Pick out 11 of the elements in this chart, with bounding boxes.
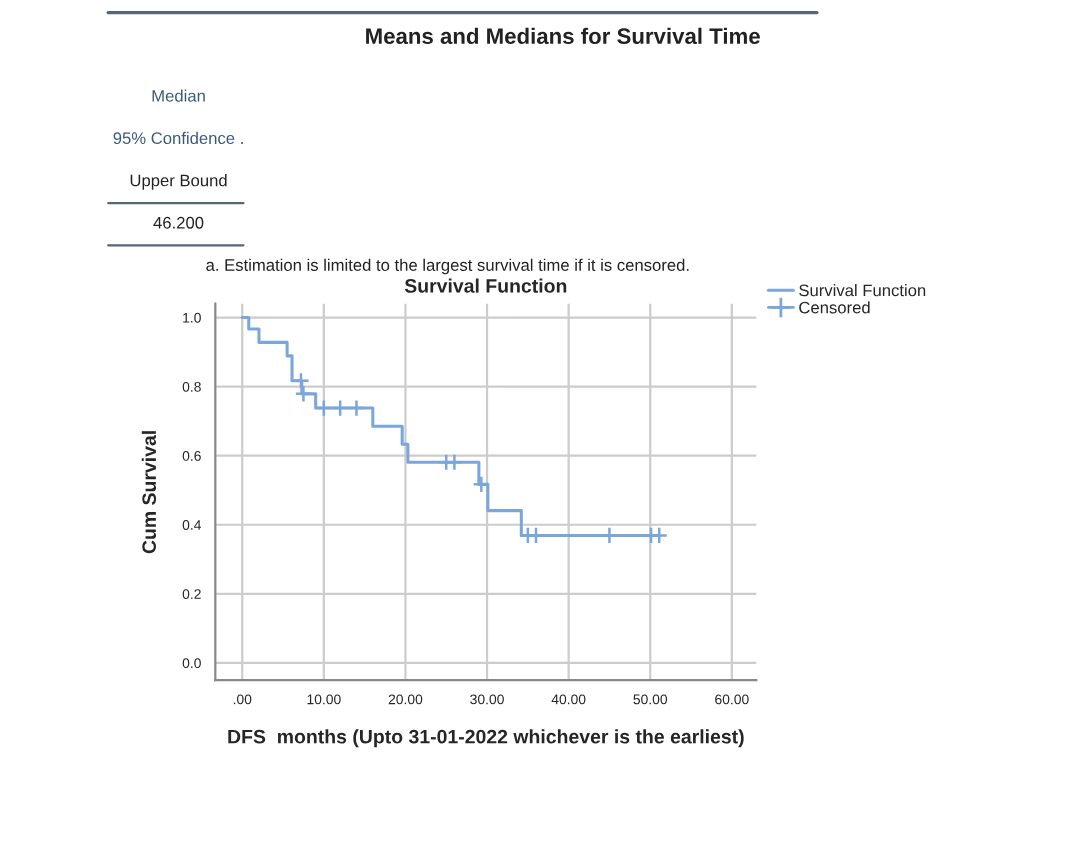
y-axis-title: Cum Survival [141,431,157,554]
text: Means and Medians for Survival Time [366,27,760,45]
text: Median [152,89,205,102]
text: a. Estimation is limited to the largest survival time if it is censored. [206,258,689,275]
text: Upper Bound [130,174,227,190]
legend-label: Survival Function [799,284,926,297]
text: 95% Confidence . [113,131,243,145]
chart-title: Survival Function [404,278,567,293]
text: 46.200 [153,216,204,229]
x-axis-title: DFS months (Upto 31-01-2022 whichever is the earliest) [228,729,744,748]
legend-label: Censored [799,301,870,314]
